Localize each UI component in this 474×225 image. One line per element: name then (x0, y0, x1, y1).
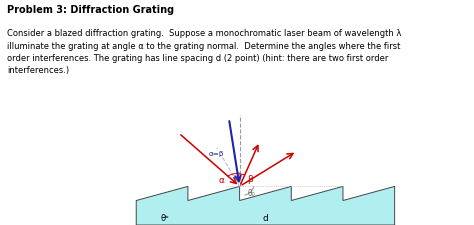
Text: α=β: α=β (209, 150, 224, 156)
Text: Consider a blazed diffraction grating.  Suppose a monochromatic laser beam of wa: Consider a blazed diffraction grating. S… (7, 29, 401, 74)
Text: α: α (218, 176, 224, 184)
Text: θ₀: θ₀ (247, 188, 255, 197)
Text: θᵇ: θᵇ (160, 213, 169, 222)
Text: Problem 3: Diffraction Grating: Problem 3: Diffraction Grating (7, 4, 174, 14)
Text: β: β (247, 174, 253, 183)
Polygon shape (136, 187, 395, 225)
Text: d: d (263, 213, 268, 222)
